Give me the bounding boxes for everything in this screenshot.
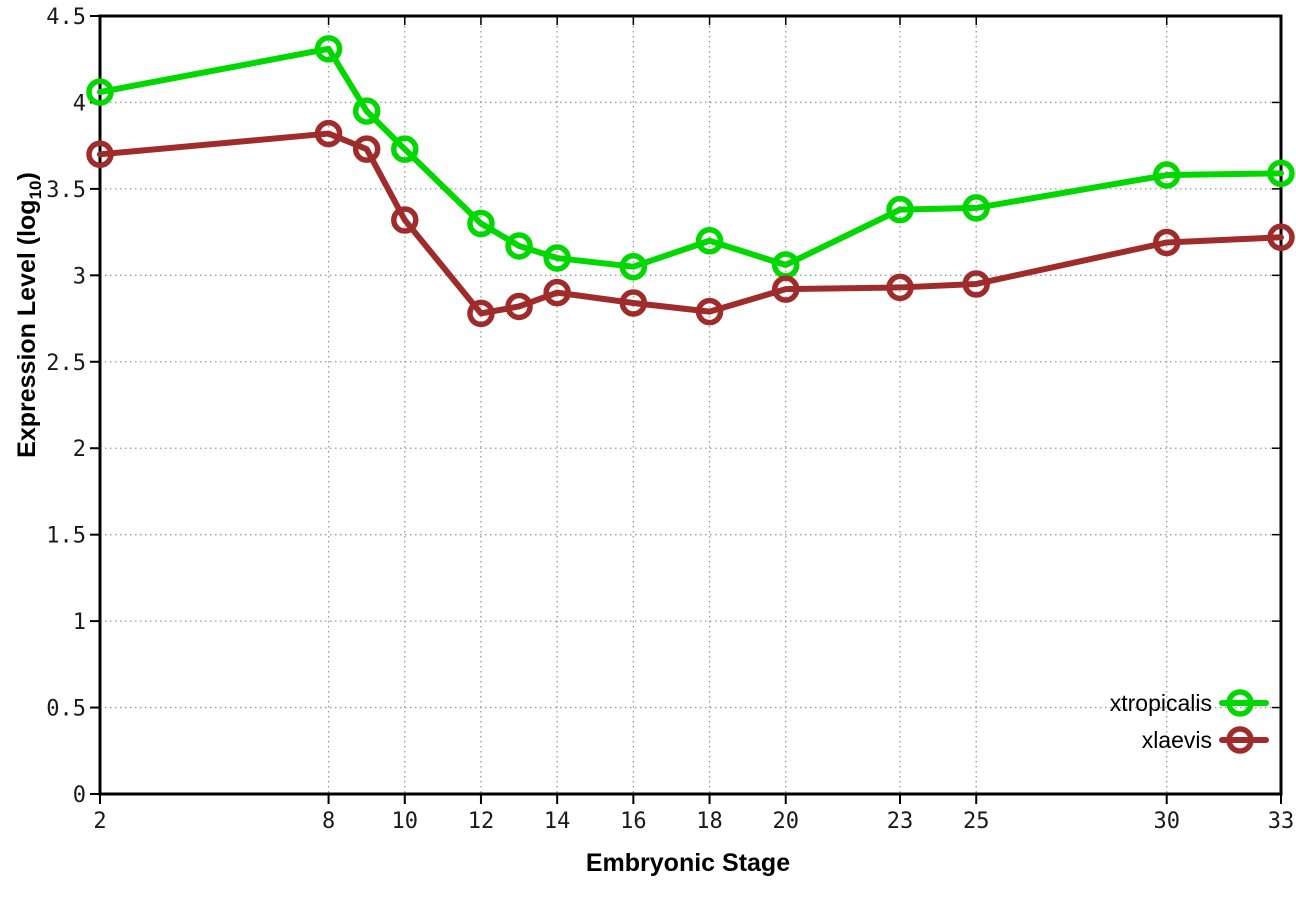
data-point-xlaevis xyxy=(86,140,114,169)
data-point-xtropicalis xyxy=(391,135,419,163)
x-tick-label: 2 xyxy=(93,809,106,834)
data-point-xlaevis xyxy=(543,278,571,307)
y-tick-label: 0.5 xyxy=(46,697,86,722)
data-point-xtropicalis xyxy=(467,209,495,238)
x-tick-label: 23 xyxy=(887,809,914,834)
x-tick-label: 33 xyxy=(1268,809,1295,834)
legend-marker-xlaevis xyxy=(1226,726,1254,754)
data-point-xlaevis xyxy=(467,299,495,328)
data-point-xtropicalis xyxy=(1267,159,1295,188)
data-point-xlaevis xyxy=(1267,223,1295,252)
y-axis-title-suffix: ) xyxy=(13,172,41,181)
x-tick-label: 12 xyxy=(468,809,495,834)
data-point-xtropicalis xyxy=(505,232,533,260)
y-tick-label: 4.5 xyxy=(46,5,86,30)
x-tick-label: 16 xyxy=(620,809,647,834)
data-point-xtropicalis xyxy=(543,244,571,272)
data-point-xlaevis xyxy=(505,292,533,321)
x-tick-label: 20 xyxy=(772,809,799,834)
data-point-xlaevis xyxy=(695,297,724,326)
series-line-xtropicalis xyxy=(97,45,1284,270)
y-tick-label: 1.5 xyxy=(46,524,86,549)
data-point-xtropicalis xyxy=(695,227,724,255)
series-line-xlaevis xyxy=(97,130,1284,317)
y-axis-title: Expression Level (log10) xyxy=(13,63,47,567)
y-tick-label: 4 xyxy=(73,91,86,116)
legend-marker-xtropicalis xyxy=(1226,689,1254,717)
data-point-xlaevis xyxy=(1152,228,1181,257)
x-tick-label: 8 xyxy=(322,809,335,834)
plot-border xyxy=(98,14,1283,796)
x-tick-label: 25 xyxy=(963,809,990,834)
data-point-xtropicalis xyxy=(886,195,914,224)
data-point-xlaevis xyxy=(352,135,381,163)
y-tick-label: 3.5 xyxy=(46,178,86,203)
legend-label-xtropicalis: xtropicalis xyxy=(1110,690,1212,716)
data-point-xtropicalis xyxy=(352,97,381,125)
data-point-xtropicalis xyxy=(1152,161,1181,189)
x-axis-title: Embryonic Stage xyxy=(585,849,791,877)
data-point-xlaevis xyxy=(771,275,800,303)
data-point-xtropicalis xyxy=(86,78,114,106)
data-point-xtropicalis xyxy=(314,35,343,63)
data-point-xlaevis xyxy=(886,273,914,302)
y-tick-label: 3 xyxy=(73,264,86,289)
data-point-xlaevis xyxy=(391,206,419,234)
data-point-xlaevis xyxy=(314,119,343,148)
y-tick-label: 2 xyxy=(73,437,86,462)
x-tick-label: 30 xyxy=(1153,809,1180,834)
data-point-xtropicalis xyxy=(619,252,648,281)
y-axis-title-subscript: 10 xyxy=(26,180,45,200)
data-point-xlaevis xyxy=(619,289,648,317)
data-point-xlaevis xyxy=(962,270,990,298)
y-tick-label: 1 xyxy=(73,610,86,635)
y-tick-label: 0 xyxy=(73,783,86,808)
legend-label-xlaevis: xlaevis xyxy=(1142,727,1212,753)
x-tick-label: 10 xyxy=(392,809,419,834)
x-tick-label: 18 xyxy=(696,809,723,834)
y-tick-label: 2.5 xyxy=(46,351,86,376)
y-axis-title-prefix: Expression Level (log xyxy=(13,199,41,458)
x-tick-label: 14 xyxy=(544,809,571,834)
data-point-xtropicalis xyxy=(962,194,990,222)
